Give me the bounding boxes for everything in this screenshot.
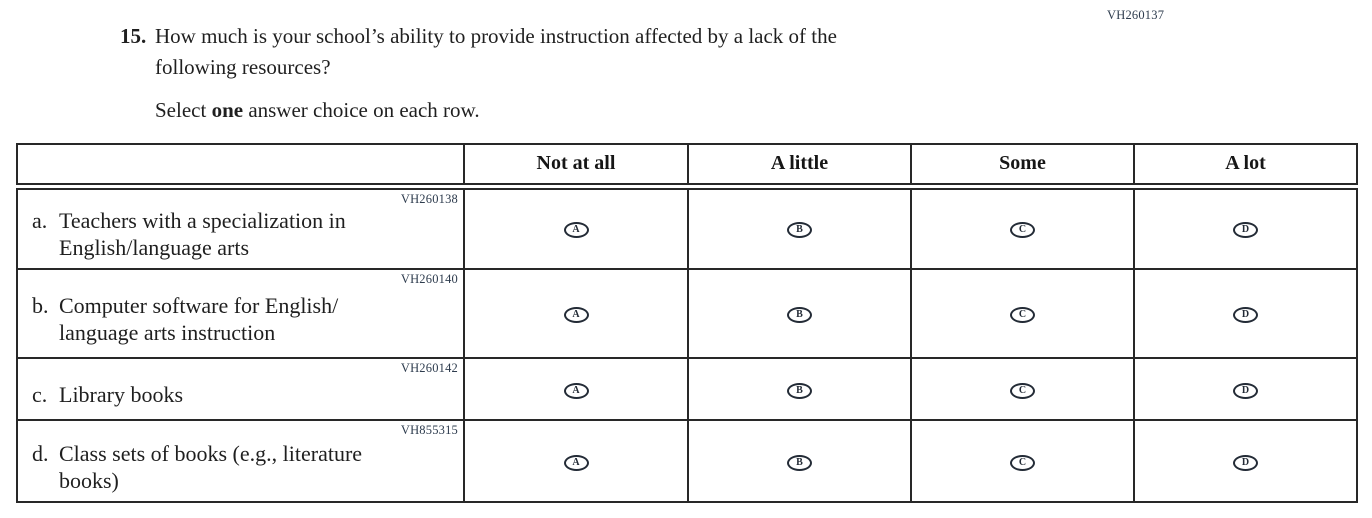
question-block: 15. How much is your school’s ability to… (120, 21, 837, 124)
question-text: How much is your school’s ability to pro… (155, 24, 837, 79)
option-bubble-b[interactable]: B (787, 454, 812, 471)
row-label-cell: VH260142 c. Library books (16, 357, 465, 421)
option-cell-c-some: C (910, 357, 1135, 421)
option-bubble-d[interactable]: D (1233, 222, 1258, 239)
row-marker: d. (32, 440, 49, 466)
row-label: c. Library books (32, 381, 457, 408)
row-code: VH855315 (400, 423, 458, 437)
option-bubble-b[interactable]: B (787, 307, 812, 323)
row-code: VH260140 (400, 272, 458, 286)
header-a-little: A little (687, 143, 912, 190)
option-bubble-a[interactable]: A (563, 307, 589, 323)
table-row-a: VH260138 a. Teachers with a specializati… (16, 185, 1358, 270)
option-bubble-a[interactable]: A (563, 454, 589, 471)
row-label: b. Computer software for English/ langua… (32, 292, 457, 346)
option-cell-c-not-at-all: A (463, 357, 689, 421)
header-a-lot: A lot (1133, 143, 1358, 190)
option-cell-b-some: C (910, 268, 1135, 359)
option-cell-d-not-at-all: A (463, 419, 689, 503)
row-label-cell: VH855315 d. Class sets of books (e.g., l… (16, 419, 465, 503)
header-not-at-all: Not at all (463, 143, 689, 190)
option-bubble-b[interactable]: B (787, 382, 812, 399)
option-bubble-c[interactable]: C (1010, 307, 1035, 323)
instruction-bold-word: one (211, 98, 244, 122)
option-cell-d-a-little: B (687, 419, 912, 503)
option-cell-c-a-little: B (687, 357, 912, 421)
instruction-prefix: Select (155, 98, 212, 122)
table-header-row: Not at all A little Some A lot (16, 143, 1358, 190)
row-label-text: Computer software for English/ language … (59, 293, 339, 345)
row-label-cell: VH260138 a. Teachers with a specializati… (16, 185, 465, 270)
question-number: 15. (120, 24, 147, 48)
option-cell-a-not-at-all: A (463, 185, 689, 270)
row-label-cell: VH260140 b. Computer software for Englis… (16, 268, 465, 359)
option-bubble-d[interactable]: D (1233, 454, 1258, 471)
table-row-b: VH260140 b. Computer software for Englis… (16, 268, 1358, 359)
option-bubble-a[interactable]: A (563, 382, 589, 399)
row-label-text: Teachers with a specialization in Englis… (59, 208, 346, 261)
option-bubble-c[interactable]: C (1010, 454, 1035, 471)
row-code: VH260142 (400, 361, 458, 375)
option-cell-b-a-lot: D (1133, 268, 1358, 359)
header-some: Some (910, 143, 1135, 190)
option-cell-b-a-little: B (687, 268, 912, 359)
option-bubble-c[interactable]: C (1010, 222, 1035, 239)
row-code: VH260138 (400, 191, 458, 206)
option-cell-a-some: C (910, 185, 1135, 270)
option-bubble-d[interactable]: D (1233, 307, 1258, 323)
option-cell-d-a-lot: D (1133, 419, 1358, 503)
option-bubble-c[interactable]: C (1010, 382, 1035, 399)
row-label-text: Library books (59, 382, 184, 407)
option-bubble-a[interactable]: A (563, 222, 589, 239)
option-cell-b-not-at-all: A (463, 268, 689, 359)
instruction-text: Select one answer choice on each row. (155, 96, 837, 124)
row-label: d. Class sets of books (e.g., literature… (32, 440, 457, 494)
option-bubble-b[interactable]: B (787, 222, 812, 239)
row-marker: c. (32, 382, 48, 407)
option-cell-a-a-lot: D (1133, 185, 1358, 270)
row-marker: b. (32, 293, 49, 318)
header-empty-cell (16, 143, 465, 190)
option-bubble-d[interactable]: D (1233, 382, 1258, 399)
instruction-suffix: answer choice on each row. (243, 98, 480, 122)
option-cell-a-a-little: B (687, 185, 912, 270)
option-cell-c-a-lot: D (1133, 357, 1358, 421)
table-row-d: VH855315 d. Class sets of books (e.g., l… (16, 419, 1358, 503)
option-cell-d-some: C (910, 419, 1135, 503)
row-marker: a. (32, 208, 48, 234)
row-label-text: Class sets of books (e.g., literature bo… (59, 440, 363, 493)
row-label: a. Teachers with a specialization in Eng… (32, 207, 457, 261)
question-accession-code: VH260137 (1107, 8, 1165, 22)
resource-matrix-table: Not at all A little Some A lot VH260138 … (16, 143, 1358, 503)
table-row-c: VH260142 c. Library books A B C D (16, 357, 1358, 421)
